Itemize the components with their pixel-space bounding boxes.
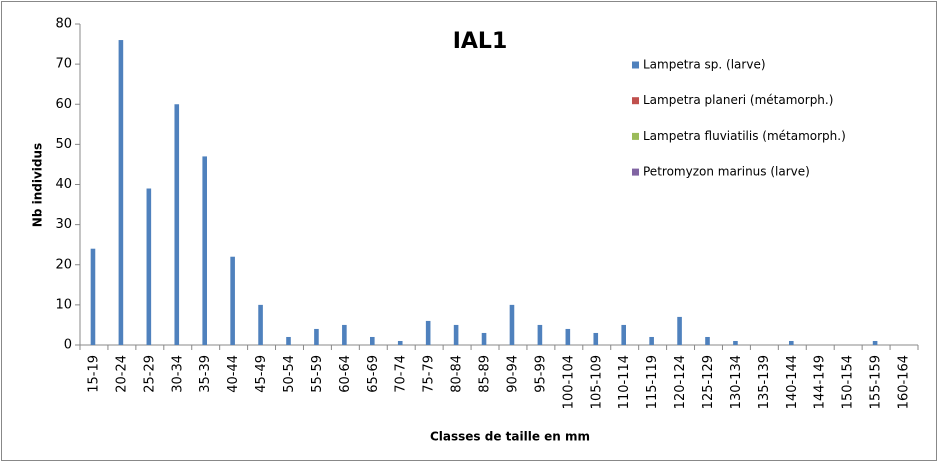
- chart-title: IAL1: [453, 29, 508, 54]
- x-tick-label: 90-94: [505, 355, 520, 393]
- bar: [593, 332, 599, 345]
- bar: [621, 324, 626, 345]
- y-tick-label: 80: [55, 17, 72, 32]
- legend-marker: [632, 168, 639, 176]
- bar: [705, 336, 710, 345]
- x-tick-label: 50-54: [282, 355, 297, 393]
- bar: [90, 248, 96, 345]
- legend-marker: [632, 132, 639, 140]
- bar: [481, 332, 487, 345]
- x-tick-label: 105-109: [589, 355, 604, 409]
- legend-marker: [632, 97, 639, 105]
- bar: [649, 336, 654, 345]
- x-axis-label: Classes de taille en mm: [430, 430, 590, 444]
- bar: [509, 304, 515, 345]
- legend-label: Lampetra planeri (métamorph.): [643, 93, 833, 107]
- x-tick-label: 75-79: [422, 355, 437, 393]
- y-tick-label: 40: [55, 177, 72, 192]
- bar: [370, 336, 375, 345]
- bar: [286, 336, 291, 345]
- y-tick-label: 0: [64, 338, 72, 353]
- bar: [677, 316, 682, 345]
- legend-label: Lampetra sp. (larve): [643, 58, 766, 72]
- x-tick-label: 115-119: [645, 355, 660, 409]
- x-tick-label: 20-24: [114, 355, 129, 393]
- x-tick-label: 65-69: [366, 355, 381, 393]
- bar: [258, 304, 263, 345]
- x-tick-label: 95-99: [533, 355, 548, 393]
- bar: [342, 324, 347, 345]
- x-tick-label: 160-164: [897, 355, 912, 409]
- x-tick-label: 30-34: [170, 355, 185, 393]
- x-tick-label: 100-104: [561, 355, 576, 409]
- y-axis-label: Nb individus: [31, 143, 45, 227]
- bar: [872, 340, 878, 345]
- bar: [789, 340, 794, 345]
- x-tick-label: 60-64: [338, 355, 353, 393]
- x-tick-label: 135-139: [757, 355, 772, 409]
- x-tick-label: 85-89: [478, 355, 493, 393]
- x-tick-label: 35-39: [198, 355, 213, 393]
- x-tick-label: 25-29: [142, 355, 157, 393]
- x-tick-label: 40-44: [226, 355, 241, 393]
- y-tick-label: 60: [55, 97, 72, 112]
- bar: [397, 340, 403, 345]
- x-tick-label: 80-84: [450, 355, 465, 393]
- bar: [314, 328, 319, 345]
- bar: [174, 104, 180, 345]
- legend-marker: [632, 61, 639, 69]
- y-tick-label: 70: [55, 57, 72, 72]
- y-tick-label: 50: [55, 137, 72, 152]
- legend-label: Petromyzon marinus (larve): [643, 165, 810, 179]
- x-tick-label: 70-74: [394, 355, 409, 393]
- x-tick-label: 130-134: [729, 355, 744, 409]
- bar: [565, 328, 571, 345]
- x-tick-label: 140-144: [785, 355, 800, 409]
- x-tick-label: 125-129: [701, 355, 716, 409]
- x-tick-label: 55-59: [310, 355, 325, 393]
- legend-label: Lampetra fluviatilis (métamorph.): [643, 129, 846, 143]
- bar: [230, 256, 235, 345]
- bar: [202, 156, 207, 345]
- bar: [425, 320, 431, 345]
- x-tick-label: 144-149: [813, 355, 828, 409]
- y-tick-label: 20: [55, 257, 72, 272]
- y-tick-label: 10: [55, 297, 72, 312]
- x-tick-label: 45-49: [254, 355, 269, 393]
- x-tick-label: 120-124: [673, 355, 688, 409]
- bar: [537, 324, 543, 345]
- x-tick-label: 110-114: [617, 355, 632, 409]
- x-tick-label: 15-19: [86, 355, 101, 393]
- bar: [453, 324, 459, 345]
- x-tick-label: 155-159: [869, 355, 884, 409]
- y-tick-label: 30: [55, 217, 72, 232]
- bar: [733, 340, 738, 345]
- bar: [118, 40, 124, 346]
- x-tick-label: 150-154: [841, 355, 856, 409]
- bar: [146, 188, 152, 345]
